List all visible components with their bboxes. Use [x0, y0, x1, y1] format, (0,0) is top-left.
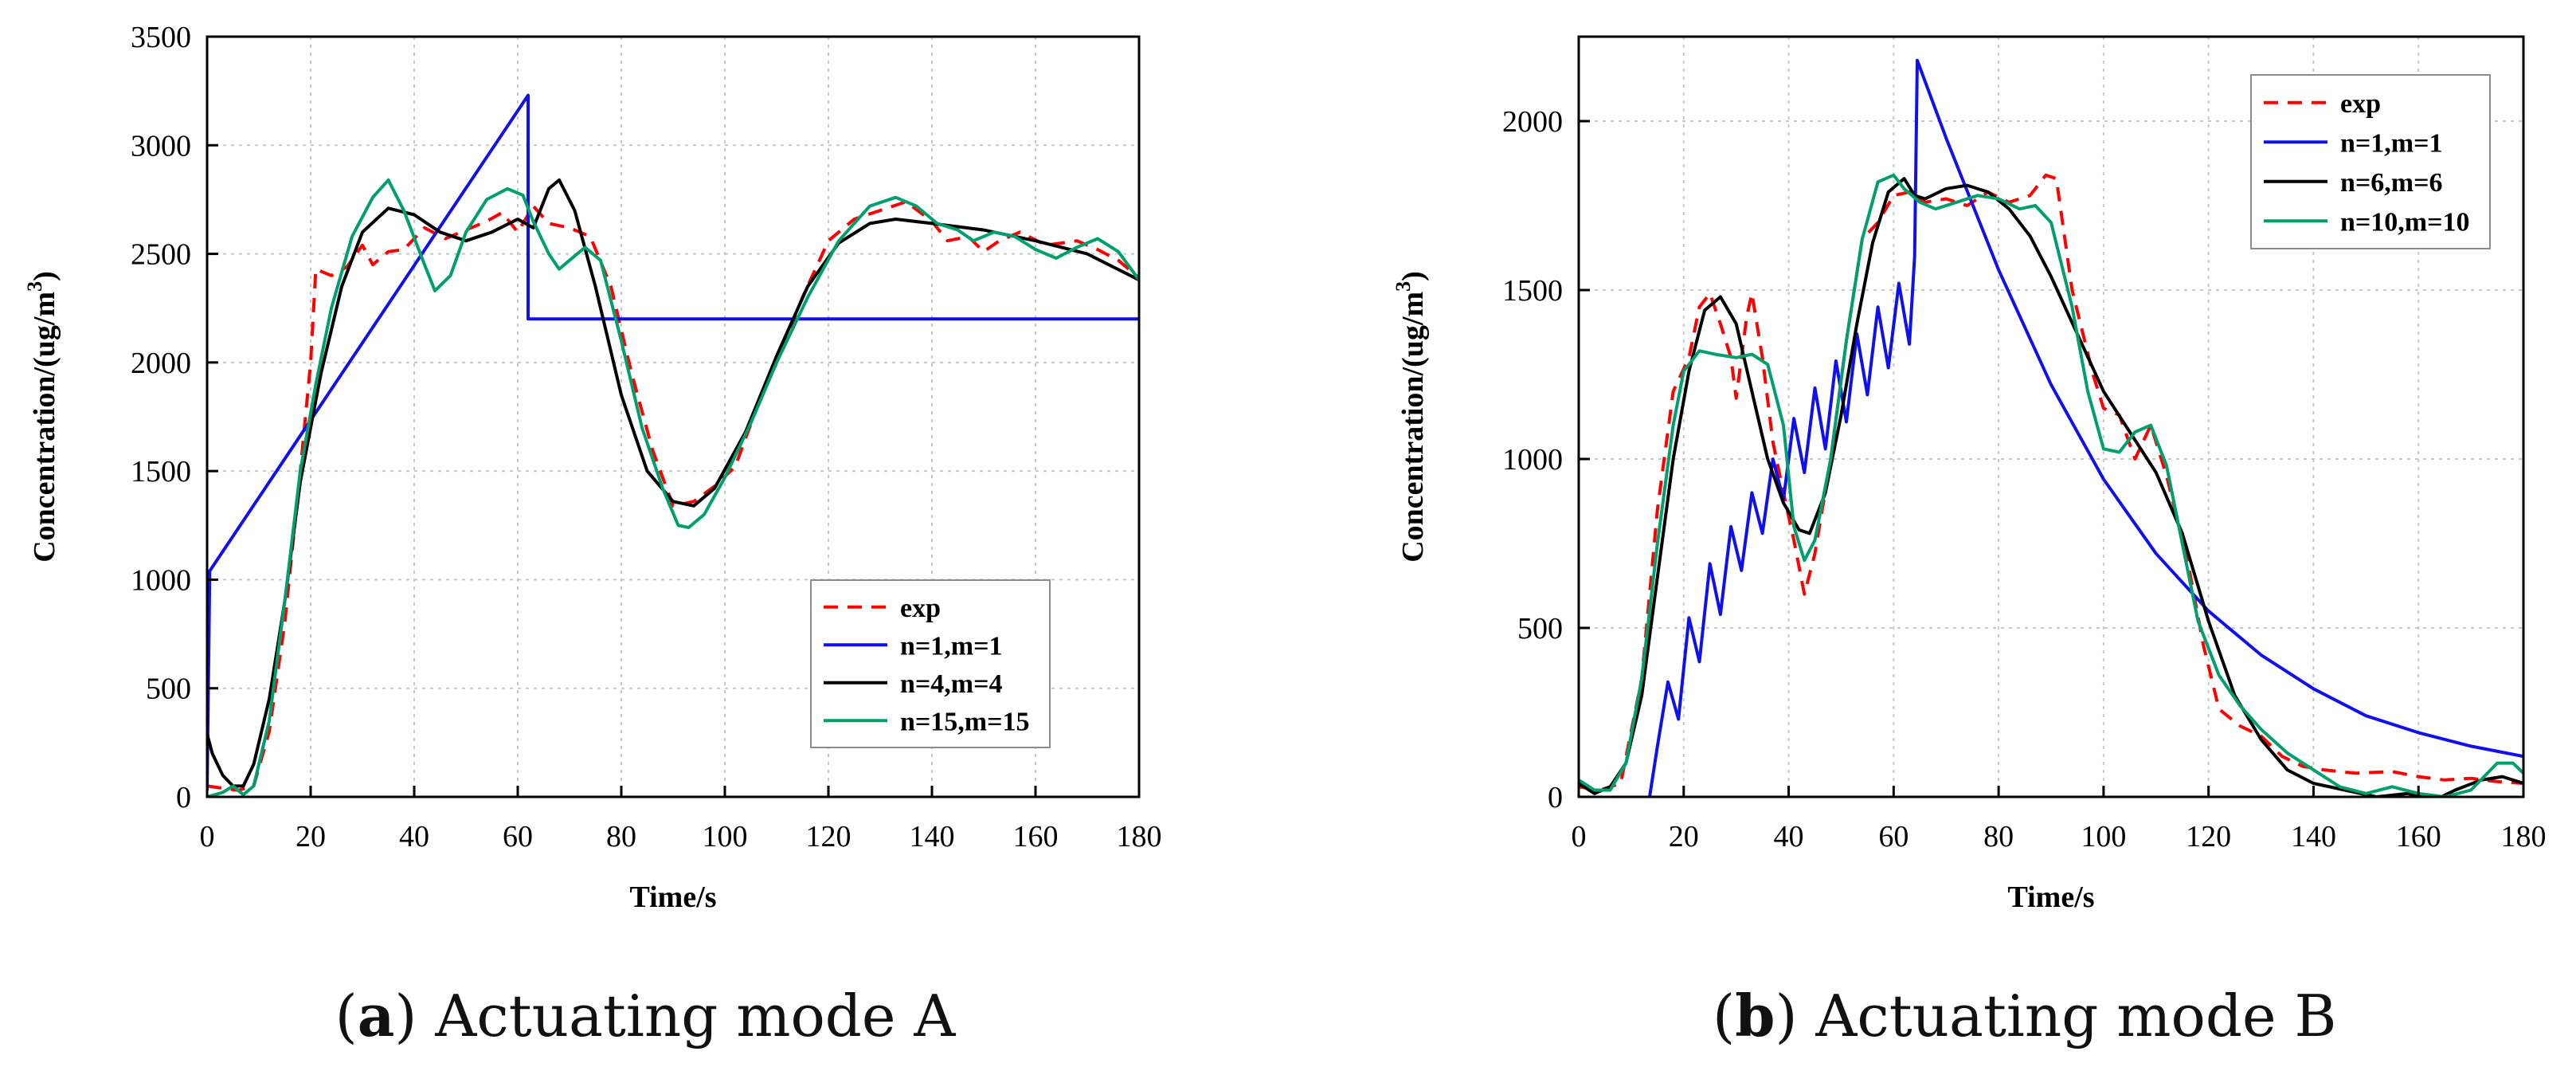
- x-tick-label-a: 140: [910, 820, 955, 853]
- series-line-b-1: [1579, 58, 2523, 797]
- axes-frame-a: [206, 35, 1141, 798]
- y-tick-label-a: 2500: [131, 238, 191, 272]
- y-tick-label-a: 1000: [131, 563, 191, 597]
- x-tick-label-b: 40: [1774, 820, 1804, 853]
- axes-frame-b: [1577, 35, 2525, 798]
- series-line-a-3: [207, 178, 1139, 797]
- x-tick-label-b: 140: [2291, 820, 2336, 853]
- legend-label-a-2: n=4,m=4: [900, 669, 1002, 699]
- chart-panel-a: 0 20 40 60 80 100 120 140 160 180 0 500 1000 1500 2000…: [23, 21, 1162, 914]
- series-line-b-0: [1579, 173, 2523, 792]
- legend-label-b-1: n=1,m=1: [2340, 128, 2442, 158]
- x-axis-label-b: Time/s: [2007, 881, 2094, 914]
- x-tick-label-a: 20: [296, 820, 326, 853]
- y-axis-label-a: Concentration/(ug/m3): [23, 271, 61, 563]
- x-tick-label-a: 120: [806, 820, 851, 853]
- y-tick-label-a: 3500: [131, 21, 191, 54]
- legend-label-a-3: n=15,m=15: [900, 707, 1029, 736]
- x-tick-label-a: 0: [200, 820, 215, 853]
- x-tick-label-b: 100: [2081, 820, 2126, 853]
- x-tick-label-b: 120: [2186, 820, 2231, 853]
- y-tick-label-a: 0: [176, 781, 191, 814]
- x-tick-label-a: 100: [703, 820, 748, 853]
- x-tick-label-a: 60: [503, 820, 533, 853]
- y-tick-label-b: 500: [1517, 612, 1563, 645]
- caption-b: (b) Actuating mode B: [1713, 982, 2337, 1049]
- y-axis-label-b: Concentration/(ug/m3): [1392, 271, 1430, 563]
- x-tick-label-b: 80: [1983, 820, 2014, 853]
- x-tick-label-b: 20: [1669, 820, 1699, 853]
- x-tick-label-a: 160: [1013, 820, 1059, 853]
- y-tick-label-b: 0: [1548, 781, 1563, 814]
- legend-label-b-0: exp: [2340, 89, 2381, 119]
- x-tick-label-b: 160: [2396, 820, 2441, 853]
- caption-b-text: Actuating mode B: [1815, 983, 2337, 1049]
- caption-a: (a) Actuating mode A: [335, 982, 956, 1049]
- legend-label-b-2: n=6,m=6: [2340, 168, 2442, 198]
- series-line-a-2: [207, 178, 1139, 788]
- legend-label-b-3: n=10,m=10: [2340, 207, 2469, 237]
- x-tick-label-b: 180: [2501, 820, 2547, 853]
- y-tick-label-b: 1500: [1502, 274, 1563, 308]
- y-tick-label-b: 1000: [1502, 443, 1563, 477]
- caption-b-letter: b: [1735, 982, 1775, 1049]
- series-line-b-2: [1579, 177, 2523, 797]
- x-tick-label-a: 180: [1117, 820, 1162, 853]
- y-tick-label-a: 2000: [131, 347, 191, 380]
- y-tick-label-a: 3000: [131, 129, 191, 163]
- x-tick-label-b: 60: [1878, 820, 1909, 853]
- caption-a-letter: a: [357, 982, 395, 1049]
- x-axis-label-a: Time/s: [629, 881, 716, 914]
- x-tick-label-a: 80: [606, 820, 636, 853]
- series-line-b-3: [1579, 173, 2523, 797]
- series-group-a: [207, 93, 1139, 797]
- x-tick-label-b: 0: [1572, 820, 1587, 853]
- y-tick-label-b: 2000: [1502, 105, 1563, 139]
- x-tick-label-a: 40: [399, 820, 429, 853]
- y-tick-label-a: 500: [146, 673, 191, 706]
- y-tick-label-a: 1500: [131, 455, 191, 488]
- caption-a-text: Actuating mode A: [435, 983, 956, 1049]
- series-group-b: [1579, 58, 2523, 797]
- legend-label-a-0: exp: [900, 594, 941, 623]
- legend-label-a-1: n=1,m=1: [900, 631, 1002, 661]
- chart-panel-b: 0 20 40 60 80 100 120 140 160 180 0 500 1000 1500 2000…: [1392, 35, 2547, 914]
- series-line-a-1: [207, 93, 1139, 790]
